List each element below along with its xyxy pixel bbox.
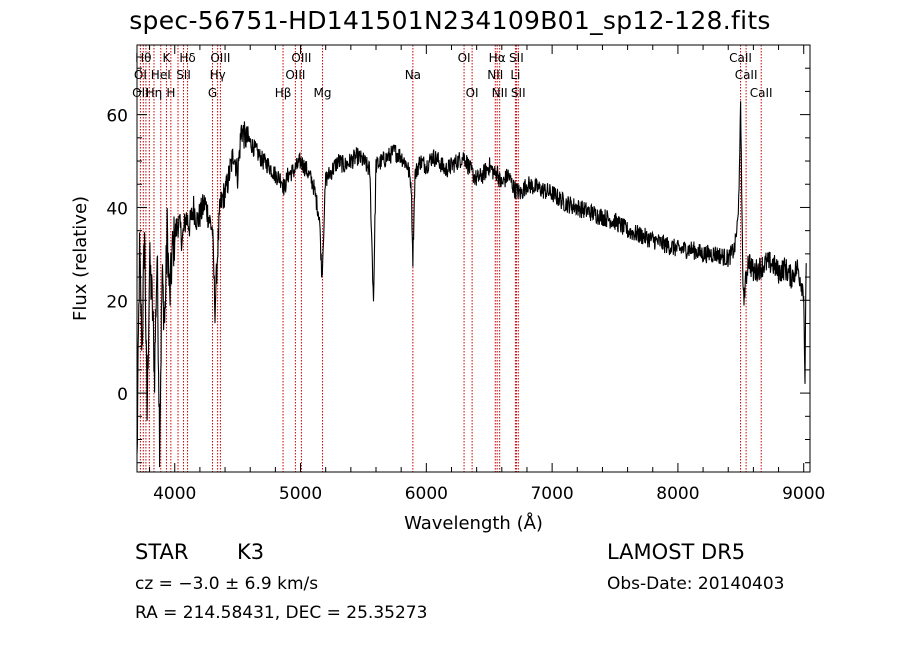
ra-dec: RA = 214.58431, DEC = 25.35273	[135, 603, 428, 623]
line-annotation: CaII	[750, 86, 773, 100]
line-annotation: CaII	[735, 68, 758, 82]
y-axis-label: Flux (relative)	[70, 196, 91, 321]
line-annotation: Hθ	[135, 51, 151, 65]
line-annotation: OIII	[291, 51, 311, 65]
line-annotation: Hδ	[179, 51, 195, 65]
line-annotation: OIII	[210, 51, 230, 65]
x-tick-label: 6000	[405, 484, 448, 504]
line-annotation: Hγ	[210, 68, 226, 82]
spectrum-group	[136, 101, 807, 468]
line-annotation: Hβ	[275, 86, 292, 100]
line-annotation: H	[166, 86, 175, 100]
x-tick-label: 4000	[153, 484, 196, 504]
plot-frame	[136, 44, 811, 473]
line-annotation: SII	[511, 86, 526, 100]
line-annotation: NII	[492, 86, 508, 100]
x-tick-label: 5000	[279, 484, 322, 504]
line-annotation: OI	[134, 68, 147, 82]
x-tick-label: 7000	[530, 484, 573, 504]
line-annotation: K	[162, 51, 171, 65]
axes-group: 4000 5000 6000 7000 8000 9000 0 20 40 60 Wavelengt…	[70, 44, 825, 534]
y-tick-label: 60	[106, 107, 128, 127]
line-annotation: OI	[458, 51, 471, 65]
line-annotation: OII	[132, 86, 149, 100]
object-subclass: K3	[237, 540, 265, 564]
line-marker-group	[139, 45, 762, 472]
line-annotation: SII	[176, 68, 191, 82]
obs-date: Obs-Date: 20140403	[607, 574, 785, 594]
object-class: STAR	[135, 540, 189, 564]
x-tick-label: 9000	[782, 484, 825, 504]
line-annotation: Na	[405, 68, 421, 82]
line-annotation: OI	[466, 86, 479, 100]
x-tick-label: 8000	[656, 484, 699, 504]
line-annotation: CaII	[729, 51, 752, 65]
x-axis-label: Wavelength (Å)	[404, 512, 543, 534]
line-annotation: OIII	[285, 68, 305, 82]
line-annotation: HeI	[151, 68, 171, 82]
line-annotation: Hα	[489, 51, 506, 65]
chart-title: spec-56751-HD141501N234109B01_sp12-128.f…	[129, 6, 771, 35]
redshift-cz: cz = −3.0 ± 6.9 km/s	[135, 574, 319, 594]
line-annotation: Hη	[146, 86, 163, 100]
line-annotation: NII	[487, 68, 503, 82]
y-tick-label: 40	[106, 199, 128, 219]
survey-name: LAMOST DR5	[607, 540, 746, 564]
y-tick-label: 20	[106, 292, 128, 312]
line-annotation: Li	[510, 68, 520, 82]
line-annotation: SII	[509, 51, 524, 65]
spectrum-line	[136, 101, 807, 468]
line-annotation: Mg	[314, 86, 332, 100]
y-tick-label: 0	[117, 385, 128, 405]
line-annotation: G	[208, 86, 217, 100]
